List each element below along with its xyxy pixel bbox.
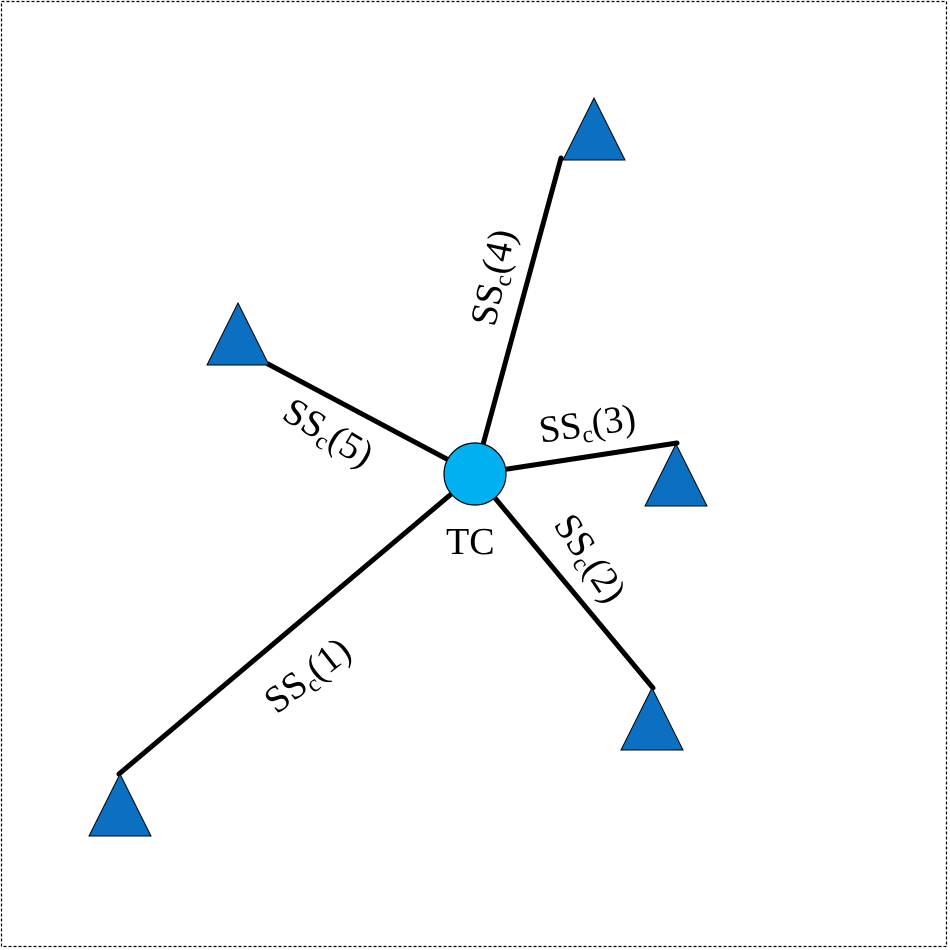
station-triangle-icon-2 [620,686,684,751]
station-triangle-icon-4 [562,96,626,161]
station-triangle-icon-3 [644,442,708,507]
link-line-1 [116,471,478,777]
stations-group [88,96,708,837]
hub-label: TC [446,521,495,563]
links-group [116,155,680,777]
link-label-subscript: c [490,273,518,289]
link-label-suffix: (4) [474,226,524,278]
link-label-prefix: SS [463,279,513,329]
link-label-prefix: SS [536,404,584,451]
link-label-5: SSc(5) [274,390,381,479]
station-triangle-icon-5 [206,301,270,366]
hub-node [443,442,507,506]
link-label-4: SSc(4) [463,226,527,330]
link-label-suffix: (5) [321,417,381,476]
link-line-2 [472,471,656,691]
link-line-4 [472,155,564,477]
link-label-3: SSc(3) [536,397,639,455]
link-label-prefix: SS [545,506,603,565]
station-triangle-icon-1 [88,772,152,837]
link-line-5 [265,361,478,477]
link-label-2: SSc(2) [543,506,635,612]
link-label-prefix: SS [256,663,315,722]
link-line-3 [472,440,680,477]
link-label-suffix: (3) [589,397,639,445]
link-label-subscript: c [581,422,595,449]
